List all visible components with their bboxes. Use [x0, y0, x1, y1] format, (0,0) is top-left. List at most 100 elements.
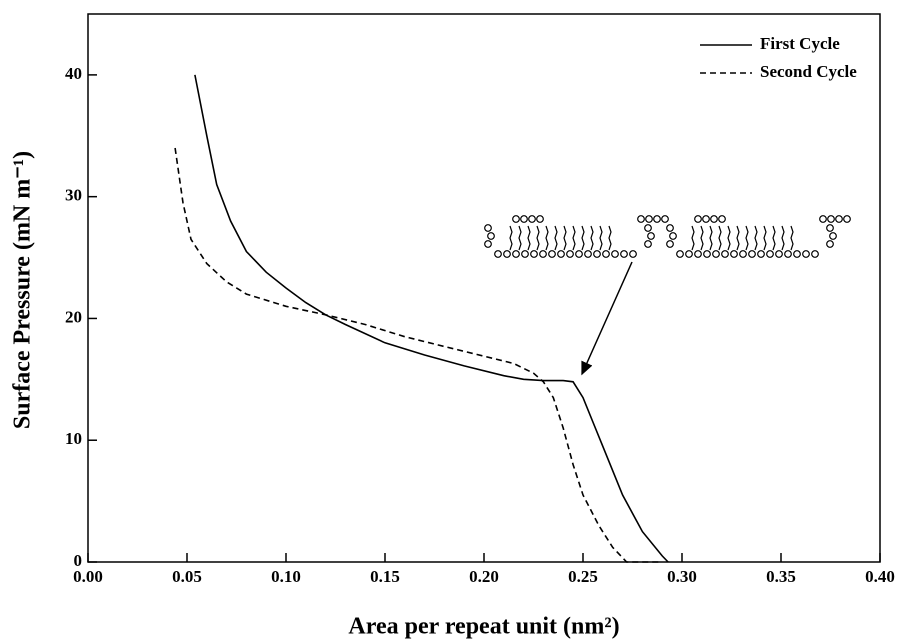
tail-chain — [790, 225, 794, 251]
x-tick-label: 0.40 — [865, 567, 895, 586]
head-group — [757, 250, 765, 258]
tail-chain — [727, 225, 731, 251]
head-group — [487, 232, 495, 240]
tail-chain — [781, 225, 785, 251]
head-group — [827, 215, 835, 223]
head-group — [793, 250, 801, 258]
head-group — [620, 250, 628, 258]
data-line — [194, 74, 669, 563]
head-group — [721, 250, 729, 258]
tail-chain — [527, 225, 531, 251]
tail-chain — [590, 225, 594, 251]
head-group — [718, 215, 726, 223]
head-group — [629, 250, 637, 258]
head-group — [694, 250, 702, 258]
x-tick-label: 0.20 — [469, 567, 499, 586]
head-group — [494, 250, 502, 258]
tail-chain — [554, 225, 558, 251]
tail-chain — [745, 225, 749, 251]
head-group — [484, 240, 492, 248]
head-group — [530, 250, 538, 258]
tail-chain — [599, 225, 603, 251]
tail-chain — [763, 225, 767, 251]
head-group — [512, 215, 520, 223]
tail-chain — [563, 225, 567, 251]
head-group — [521, 250, 529, 258]
tail-chain — [572, 225, 576, 251]
head-group — [503, 250, 511, 258]
x-tick-label: 0.35 — [766, 567, 796, 586]
tail-chain — [718, 225, 722, 251]
head-group — [645, 215, 653, 223]
x-tick-label: 0.10 — [271, 567, 301, 586]
y-axis-label: Surface Pressure (mN m⁻¹) — [10, 151, 36, 429]
head-group — [826, 224, 834, 232]
tail-chain — [754, 225, 758, 251]
tail-chain — [608, 225, 612, 251]
head-group — [802, 250, 810, 258]
molecule-inset — [484, 215, 851, 258]
head-group — [703, 250, 711, 258]
head-group — [702, 215, 710, 223]
head-group — [644, 240, 652, 248]
head-group — [712, 250, 720, 258]
head-group — [669, 232, 677, 240]
tail-chain — [709, 225, 713, 251]
head-group — [647, 232, 655, 240]
head-group — [512, 250, 520, 258]
head-group — [584, 250, 592, 258]
head-group — [666, 240, 674, 248]
head-group — [730, 250, 738, 258]
head-group — [694, 215, 702, 223]
tail-chain — [509, 225, 513, 251]
tail-chain — [772, 225, 776, 251]
head-group — [710, 215, 718, 223]
tail-chain — [700, 225, 704, 251]
legend-label: Second Cycle — [760, 62, 857, 81]
x-tick-label: 0.30 — [667, 567, 697, 586]
head-group — [676, 250, 684, 258]
head-group — [685, 250, 693, 258]
head-group — [784, 250, 792, 258]
head-group — [835, 215, 843, 223]
head-group — [826, 240, 834, 248]
head-group — [575, 250, 583, 258]
head-group — [557, 250, 565, 258]
head-group — [484, 224, 492, 232]
x-axis-label: Area per repeat unit (nm²) — [348, 614, 619, 640]
annotation-arrow — [581, 261, 633, 376]
legend-label: First Cycle — [760, 34, 840, 53]
head-group — [661, 215, 669, 223]
head-group — [602, 250, 610, 258]
plot-frame — [87, 13, 881, 563]
head-group — [766, 250, 774, 258]
x-tick-label: 0.05 — [172, 567, 202, 586]
tail-chain — [545, 225, 549, 251]
tail-chain — [691, 225, 695, 251]
head-group — [520, 215, 528, 223]
head-group — [775, 250, 783, 258]
head-group — [843, 215, 851, 223]
tail-chain — [736, 225, 740, 251]
y-tick-label: 20 — [65, 307, 82, 326]
x-tick-label: 0.00 — [73, 567, 103, 586]
head-group — [819, 215, 827, 223]
y-tick-label: 10 — [65, 429, 82, 448]
y-tick-label: 0 — [74, 551, 83, 570]
head-group — [536, 215, 544, 223]
tail-chain — [518, 225, 522, 251]
head-group — [829, 232, 837, 240]
head-group — [637, 215, 645, 223]
tail-chain — [536, 225, 540, 251]
x-tick-label: 0.25 — [568, 567, 598, 586]
head-group — [748, 250, 756, 258]
head-group — [611, 250, 619, 258]
head-group — [666, 224, 674, 232]
head-group — [528, 215, 536, 223]
y-tick-label: 40 — [65, 64, 82, 83]
data-line — [174, 147, 663, 563]
head-group — [539, 250, 547, 258]
head-group — [566, 250, 574, 258]
